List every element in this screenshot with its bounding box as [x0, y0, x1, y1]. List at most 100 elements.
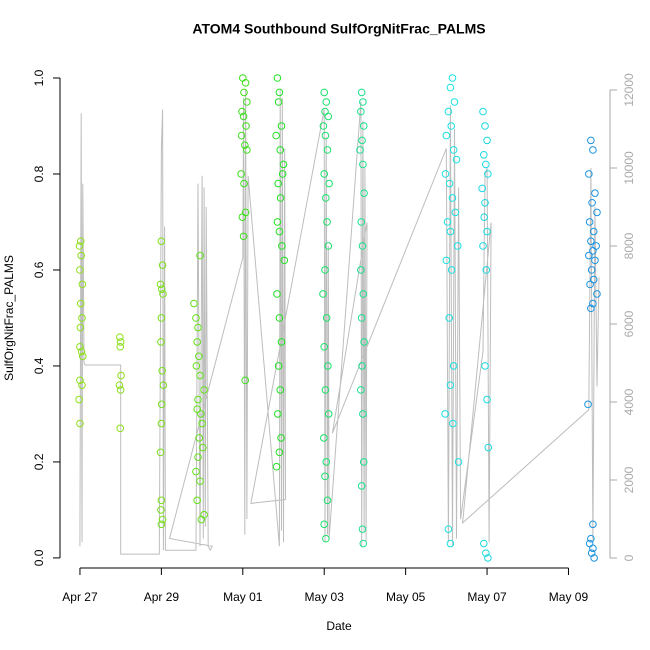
y-tick-label: 0.6 — [32, 261, 46, 278]
point — [589, 275, 598, 284]
point — [479, 242, 487, 250]
point — [194, 395, 202, 404]
point — [197, 515, 206, 524]
point — [443, 218, 452, 226]
x-tick-label: Apr 27 — [62, 590, 98, 604]
point — [320, 342, 329, 351]
point — [239, 112, 248, 121]
point — [588, 198, 596, 207]
point — [76, 323, 85, 332]
point — [449, 146, 458, 154]
point — [320, 88, 329, 97]
point — [116, 333, 124, 341]
point — [358, 136, 366, 145]
point — [273, 74, 282, 82]
point — [157, 520, 166, 529]
point — [158, 261, 167, 269]
point — [447, 266, 456, 274]
point — [241, 376, 250, 385]
point — [277, 434, 285, 442]
point — [75, 242, 84, 250]
point — [323, 218, 331, 226]
point — [360, 338, 368, 346]
point — [479, 539, 488, 548]
point — [587, 237, 595, 245]
y-tick-label: 0.0 — [32, 549, 46, 566]
y2-tick-label: 4000 — [622, 388, 636, 415]
point — [193, 496, 201, 505]
point — [272, 462, 281, 471]
point — [77, 251, 85, 260]
point — [115, 381, 124, 389]
point — [276, 194, 285, 202]
point — [453, 242, 462, 250]
point — [446, 539, 455, 548]
point — [277, 338, 286, 346]
point — [324, 112, 333, 121]
point — [277, 122, 286, 130]
point — [243, 146, 251, 154]
point — [356, 146, 364, 154]
point — [359, 458, 368, 466]
point — [593, 290, 601, 298]
point — [442, 256, 451, 265]
point — [584, 400, 592, 409]
point — [319, 122, 328, 130]
point — [279, 160, 288, 169]
point — [324, 242, 333, 250]
point — [278, 170, 287, 178]
point — [274, 410, 282, 418]
point — [357, 88, 366, 97]
point — [78, 314, 86, 322]
point — [448, 74, 457, 82]
point — [242, 122, 250, 130]
point — [322, 458, 331, 466]
y2-tick-label: 6000 — [622, 310, 636, 337]
point — [591, 189, 599, 197]
point — [75, 395, 83, 404]
y2-tick-label: 8000 — [622, 232, 636, 259]
point — [448, 194, 457, 202]
point — [587, 549, 596, 557]
x-axis-label: Date — [326, 619, 352, 633]
point — [325, 179, 333, 188]
point — [484, 443, 493, 452]
point — [157, 496, 166, 505]
point — [116, 338, 125, 346]
point — [241, 78, 250, 87]
y-tick-label: 0.2 — [32, 453, 46, 470]
point — [587, 304, 595, 313]
point — [359, 410, 367, 418]
point — [445, 179, 454, 188]
point — [441, 410, 449, 418]
point — [157, 400, 166, 409]
point — [586, 280, 594, 289]
point — [449, 362, 458, 370]
point — [321, 266, 329, 274]
y2-tick-label: 2000 — [622, 466, 636, 493]
point — [585, 170, 593, 178]
point — [479, 150, 488, 159]
point — [78, 352, 87, 361]
point — [585, 218, 594, 226]
point — [194, 323, 202, 332]
point — [446, 83, 455, 92]
point — [450, 98, 459, 106]
point — [358, 525, 367, 533]
point — [273, 218, 282, 226]
point — [196, 251, 204, 260]
point — [444, 107, 453, 116]
point — [199, 443, 207, 452]
point — [589, 520, 597, 529]
point — [451, 208, 460, 217]
point — [275, 314, 284, 322]
point — [482, 266, 491, 274]
point — [76, 266, 84, 274]
point — [359, 290, 368, 298]
point — [482, 160, 490, 169]
point — [323, 146, 332, 154]
point — [484, 170, 492, 178]
point — [481, 362, 489, 370]
